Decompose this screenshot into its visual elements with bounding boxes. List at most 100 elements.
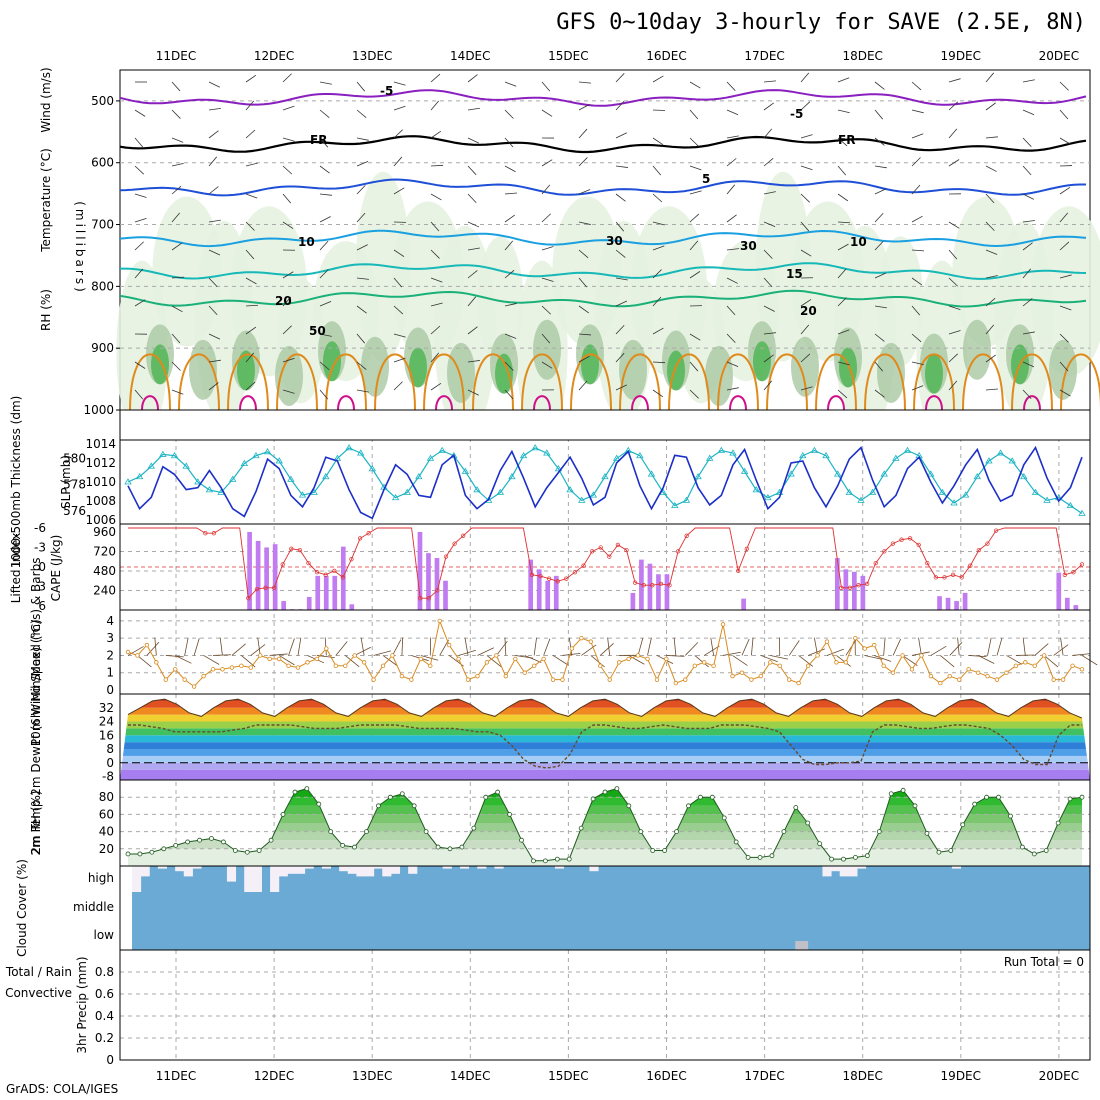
wind10m-point	[352, 653, 357, 658]
wind-barb	[578, 104, 590, 111]
wind-barb	[1022, 137, 1032, 147]
cape-bar	[937, 596, 942, 610]
wind-barb	[541, 213, 551, 223]
wind-barb	[1022, 268, 1032, 279]
cape-tick: 720	[93, 545, 116, 559]
thickness-point	[938, 488, 947, 495]
thickness-point	[124, 478, 132, 485]
bottom-date-label: 18DEC	[842, 1069, 882, 1083]
wind-barb	[282, 296, 292, 307]
high-cloud-bar	[382, 866, 392, 877]
wind-barb	[208, 186, 219, 195]
wind-barb	[985, 354, 996, 363]
wind10m-point	[824, 639, 830, 644]
rh-point	[733, 839, 739, 845]
high-cloud-bar	[494, 866, 504, 869]
wind-barb	[1022, 331, 1035, 335]
cape-bar	[553, 575, 559, 610]
wind-barb	[652, 165, 662, 176]
wind10m-barb	[581, 644, 597, 656]
thickness-point	[810, 446, 819, 453]
wind10m-barb	[524, 655, 542, 663]
wind-barb	[282, 105, 295, 111]
rh-point	[590, 796, 596, 802]
high-cloud-bar	[157, 866, 168, 869]
wind10m-point	[853, 635, 858, 641]
wind-barb	[208, 333, 221, 340]
wind-barb	[1022, 109, 1035, 116]
wind-barb	[171, 242, 183, 251]
wind10m-barb	[968, 655, 987, 658]
wind-barb	[763, 277, 773, 288]
wind10m-barb	[360, 637, 365, 656]
cloud-panel: high middle low Cloud Cover (%)	[15, 859, 1090, 957]
wind10m-barb	[219, 637, 223, 656]
thickness-point	[275, 457, 283, 464]
wind-barb	[1059, 333, 1069, 343]
rh-point	[173, 842, 179, 848]
li-point	[873, 560, 878, 566]
li-point	[314, 570, 320, 575]
rh-point	[853, 855, 858, 860]
li-point	[598, 545, 603, 550]
wind10m-point	[550, 677, 556, 682]
cape-bar	[340, 546, 346, 610]
wind-barb	[985, 249, 998, 255]
wind-barb	[134, 218, 147, 223]
wind-barb	[763, 80, 776, 83]
li-tick: 0	[38, 560, 46, 574]
high-cloud-bar	[252, 866, 262, 892]
wind-barb	[319, 109, 330, 118]
li-point	[572, 570, 578, 575]
precip-tick: 0.4	[95, 1009, 114, 1023]
wind-barb	[134, 165, 145, 175]
wind10m-frame	[119, 609, 1091, 695]
thickness-point	[1008, 457, 1016, 464]
wind10m-point	[834, 660, 839, 665]
wind-barb	[985, 324, 995, 335]
slp-tick: 1014	[85, 437, 116, 451]
high-cloud-bar	[856, 866, 867, 869]
wind10m-point	[229, 665, 235, 670]
wind-barb	[1059, 212, 1069, 223]
wind10m-barb	[918, 637, 922, 656]
rh-blob-mid	[275, 346, 303, 406]
wind-barb	[208, 277, 218, 288]
wind10m-barb	[1006, 655, 1023, 665]
cape-bar	[255, 540, 261, 610]
wind10m-barb	[257, 637, 261, 656]
thickness-point	[868, 488, 877, 495]
li-point	[443, 554, 449, 559]
cape-bar	[545, 580, 551, 610]
wind10m-barb	[694, 655, 709, 668]
high-cloud-bar	[287, 866, 297, 874]
temp-band	[120, 749, 1090, 756]
wind-barb	[689, 389, 699, 399]
wind-barb	[504, 333, 517, 339]
wind10m-point	[569, 646, 575, 651]
li-point	[357, 536, 363, 541]
wind-barb	[282, 271, 294, 279]
wind10m-point	[343, 663, 348, 669]
thickness-point	[787, 470, 795, 477]
rh-point	[626, 803, 632, 809]
rh-point	[864, 853, 870, 859]
thickness-point	[438, 446, 446, 453]
hot-isotherm-loop	[533, 395, 551, 411]
wind-barb	[134, 241, 144, 251]
wind10m-barb	[1034, 643, 1049, 656]
wind10m-point	[409, 677, 414, 682]
rh2m-panel: 20 40 60 80 2m RH (%)	[29, 786, 1090, 866]
li-point	[254, 586, 260, 592]
cloud-axis-label: Cloud Cover (%)	[15, 859, 29, 957]
upper-air-side-label: RH (%)	[39, 289, 53, 331]
wind-barb	[171, 333, 181, 344]
wind-barb	[430, 193, 442, 201]
wind-barb	[356, 277, 369, 280]
credit-text: GrADS: COLA/IGES	[6, 1082, 119, 1096]
wind10m-point	[900, 653, 905, 658]
thickness-point	[647, 470, 656, 477]
wind10m-point	[938, 680, 943, 686]
hot-isotherm-loop	[827, 395, 845, 411]
